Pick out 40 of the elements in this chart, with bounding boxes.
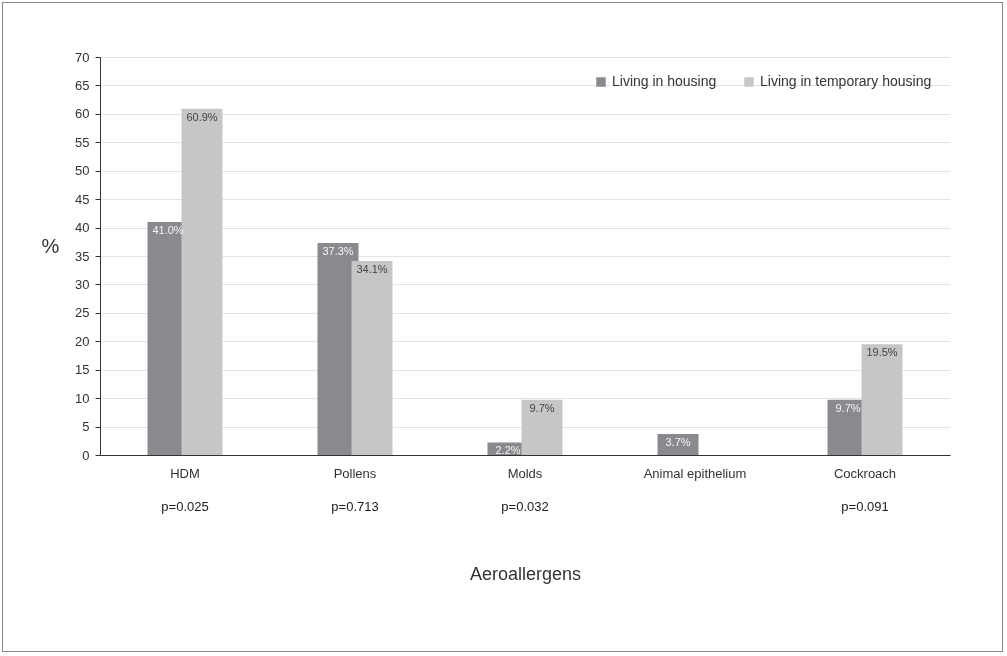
y-tick-label: 55 <box>75 134 90 150</box>
legend-label: Living in housing <box>612 73 717 89</box>
data-label: 34.1% <box>356 263 388 276</box>
y-tick-label: 70 <box>75 49 90 65</box>
y-tick-label: 25 <box>75 305 90 321</box>
y-tick-label: 0 <box>82 447 90 463</box>
text: p=0.032 <box>501 499 549 514</box>
x-tick-label: Cockroach <box>833 465 897 481</box>
x-tick-label: Pollens <box>333 465 377 481</box>
y-tick-label: 65 <box>75 77 90 93</box>
y-tick-label: 35 <box>75 248 90 264</box>
x-tick-label: Molds <box>507 465 543 481</box>
data-label: 37.3% <box>322 244 354 257</box>
x-tick-label: Animal epithelium <box>643 465 747 481</box>
y-axis-title: % <box>41 234 60 257</box>
bar <box>861 344 903 455</box>
bar <box>351 261 393 455</box>
x-tick-label: HDM <box>170 465 200 481</box>
data-label: 9.7% <box>529 401 555 414</box>
y-tick-label: 20 <box>75 333 90 349</box>
x-axis-title: Aeroallergens <box>469 563 582 584</box>
y-tick-label: 15 <box>75 362 90 378</box>
y-tick-label: 40 <box>75 220 90 236</box>
y-tick-label: 30 <box>75 276 90 292</box>
data-label: 9.7% <box>835 401 861 414</box>
text: p=0.713 <box>331 499 379 514</box>
y-tick-label: 45 <box>75 191 90 207</box>
y-tick-label: 50 <box>75 163 90 179</box>
y-tick-label: 60 <box>75 106 90 122</box>
data-label: 2.2% <box>495 444 521 457</box>
bar <box>181 108 223 455</box>
data-label: 3.7% <box>665 435 691 448</box>
legend-label: Living in temporary housing <box>760 73 932 89</box>
y-tick-label: 5 <box>82 419 90 435</box>
data-label: 19.5% <box>866 346 898 359</box>
y-tick-label: 10 <box>75 390 90 406</box>
text: p=0.025 <box>161 499 209 514</box>
data-label: 60.9% <box>186 110 218 123</box>
bar <box>521 399 563 455</box>
text: p=0.091 <box>841 499 889 514</box>
